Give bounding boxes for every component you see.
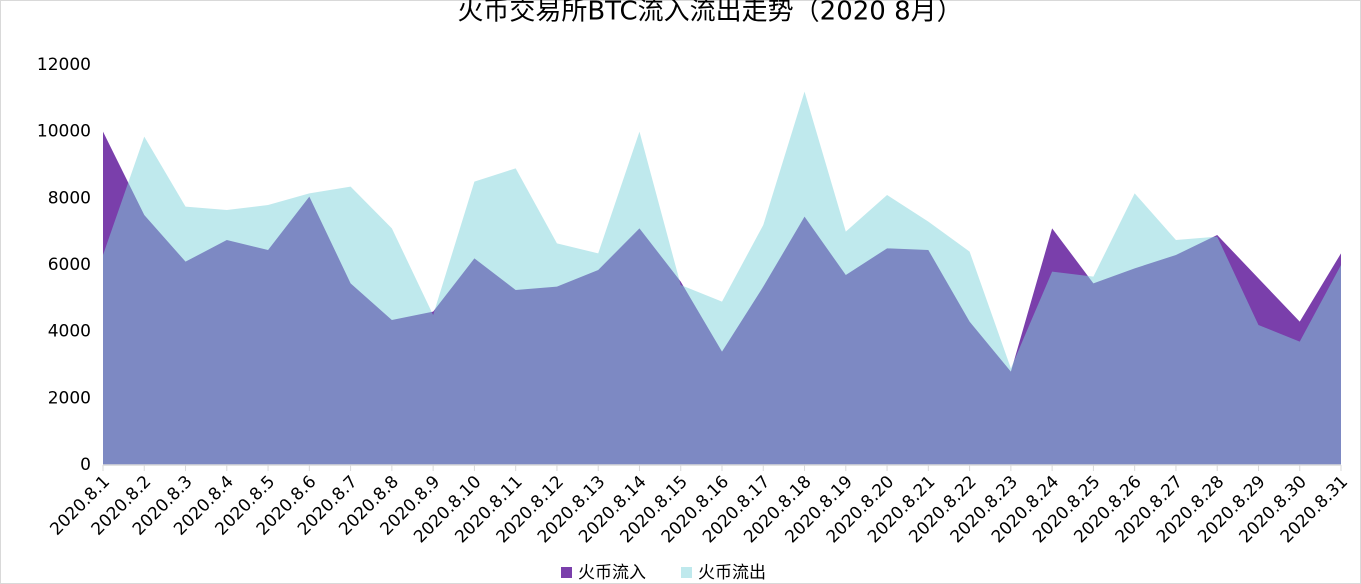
y-tick-label: 8000 [48, 188, 91, 208]
y-tick-label: 2000 [48, 388, 91, 408]
legend-label: 火币流入 [578, 563, 646, 583]
y-tick-label: 6000 [48, 255, 91, 275]
y-tick-label: 12000 [37, 55, 91, 75]
legend-label: 火币流出 [698, 563, 766, 583]
chart-title: 火币交易所BTC流入流出走势（2020 8月） [457, 0, 962, 27]
y-tick-label: 10000 [37, 122, 91, 142]
y-tick-label: 4000 [48, 322, 91, 342]
area [103, 91, 1341, 466]
legend-swatch [561, 567, 572, 578]
legend-swatch [681, 567, 692, 578]
y-tick-label: 0 [80, 455, 91, 475]
